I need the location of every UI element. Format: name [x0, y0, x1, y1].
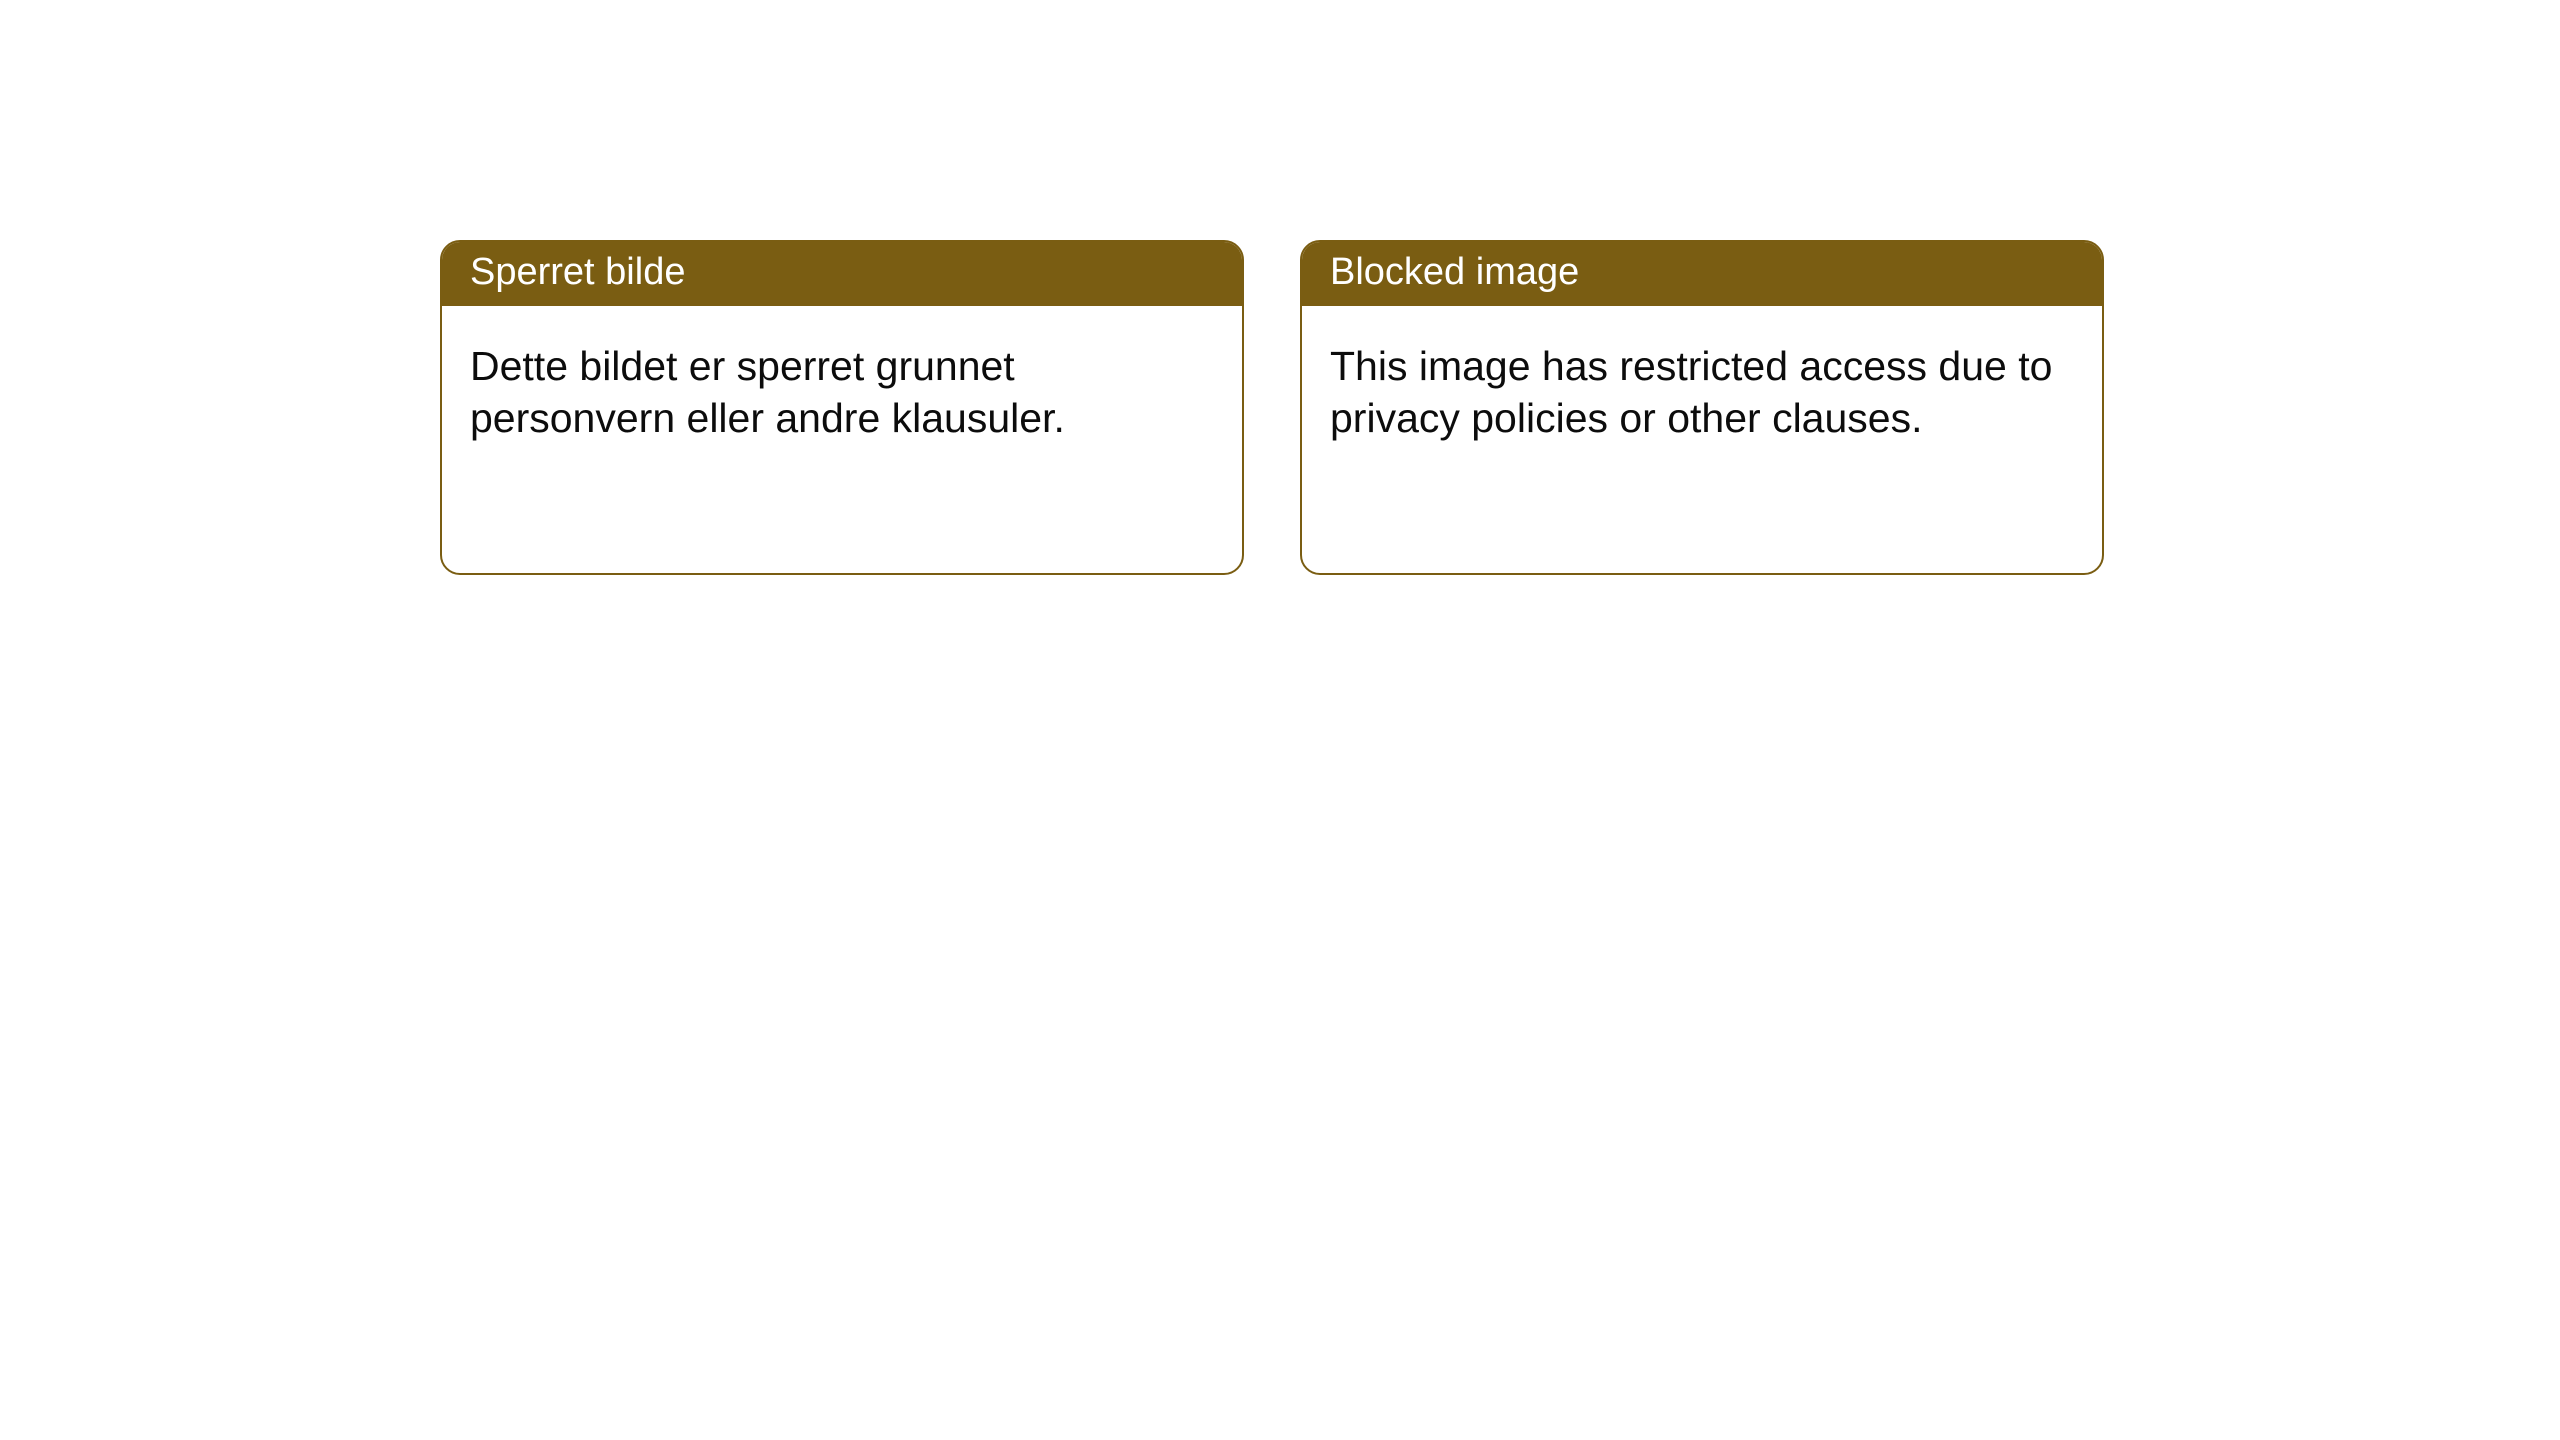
card-body-no: Dette bildet er sperret grunnet personve…: [442, 306, 1242, 464]
card-title-en: Blocked image: [1302, 242, 2102, 306]
blocked-image-card-en: Blocked image This image has restricted …: [1300, 240, 2104, 575]
blocked-image-card-no: Sperret bilde Dette bildet er sperret gr…: [440, 240, 1244, 575]
notice-cards-container: Sperret bilde Dette bildet er sperret gr…: [440, 240, 2104, 575]
card-title-no: Sperret bilde: [442, 242, 1242, 306]
card-body-en: This image has restricted access due to …: [1302, 306, 2102, 464]
